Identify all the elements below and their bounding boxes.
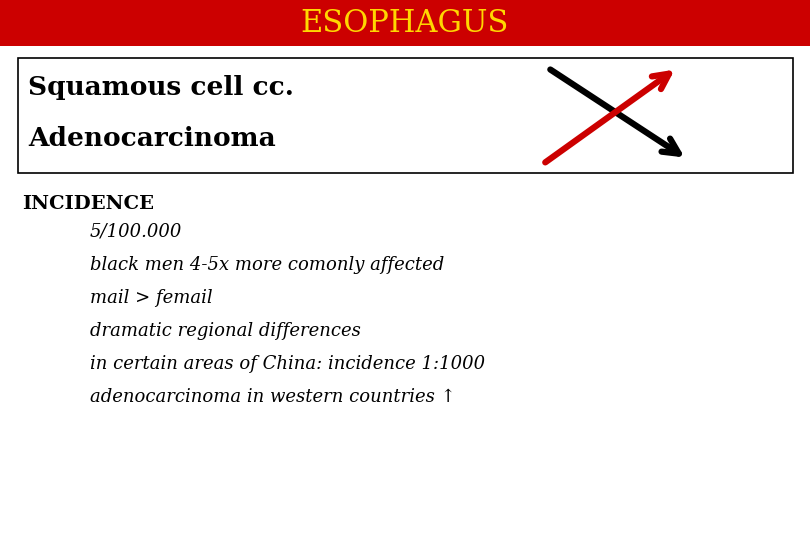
Text: black men 4-5x more comonly affected: black men 4-5x more comonly affected — [90, 256, 444, 274]
Text: ESOPHAGUS: ESOPHAGUS — [301, 8, 509, 38]
Bar — [18, 58, 793, 173]
Text: in certain areas of China: incidence 1:1000: in certain areas of China: incidence 1:1… — [90, 355, 485, 373]
Bar — [0, 0, 810, 46]
Text: Adenocarcinoma: Adenocarcinoma — [28, 125, 275, 151]
Text: mail > femail: mail > femail — [90, 289, 212, 307]
Text: adenocarcinoma in western countries ↑: adenocarcinoma in western countries ↑ — [90, 388, 456, 406]
Text: Squamous cell cc.: Squamous cell cc. — [28, 76, 294, 100]
Text: INCIDENCE: INCIDENCE — [22, 195, 154, 213]
Text: dramatic regional differences: dramatic regional differences — [90, 322, 361, 340]
Text: 5/100.000: 5/100.000 — [90, 223, 182, 241]
